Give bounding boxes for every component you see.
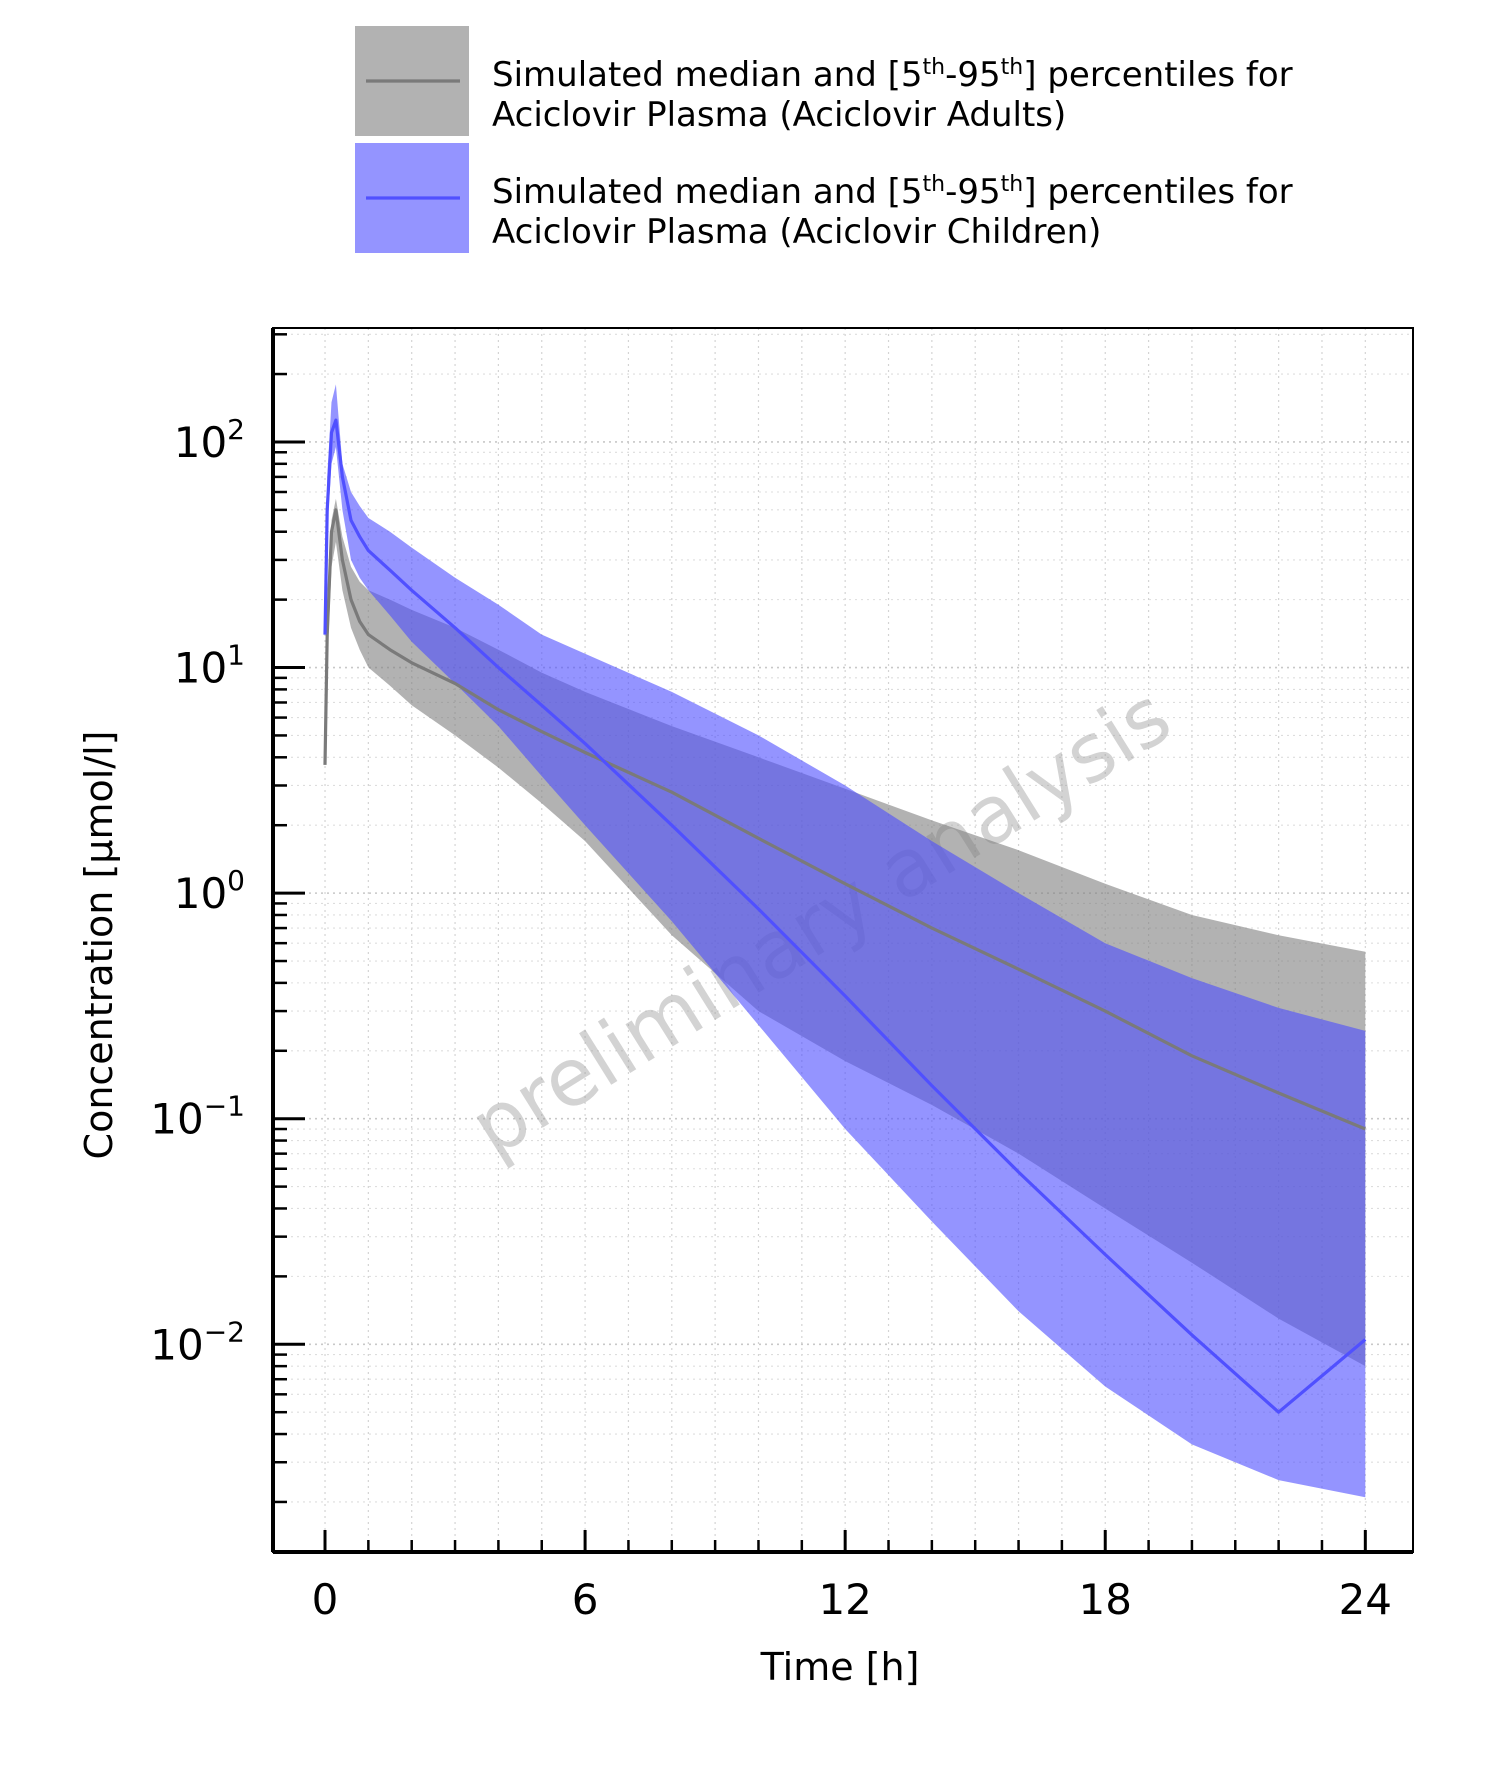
legend-label-children: Simulated median and [5th-95th] percenti… <box>492 172 1293 212</box>
y-tick-exponent: −1 <box>204 1090 245 1123</box>
x-tick-label: 24 <box>1339 1575 1392 1624</box>
legend-text-part: -95 <box>945 172 1001 212</box>
y-tick-label: 101 <box>174 639 245 693</box>
legend-text-part: Simulated median and [5 <box>492 55 923 95</box>
legend-superscript: th <box>923 172 946 197</box>
legend-label-line2-adults: Aciclovir Plasma (Aciclovir Adults) <box>492 95 1066 135</box>
y-tick-exponent: −2 <box>204 1315 245 1348</box>
x-tick-label: 12 <box>818 1575 871 1624</box>
legend-text-part: ] percentiles for <box>1023 172 1292 212</box>
legend: Simulated median and [5th-95th] percenti… <box>355 26 1293 253</box>
x-tick-label: 18 <box>1079 1575 1132 1624</box>
y-tick-exponent: 2 <box>227 413 245 446</box>
legend-text-part: Simulated median and [5 <box>492 172 923 212</box>
legend-superscript: th <box>923 55 946 80</box>
x-tick-label: 0 <box>312 1575 339 1624</box>
y-tick-label: 102 <box>174 413 245 467</box>
y-tick-exponent: 1 <box>227 639 245 672</box>
median-line-children <box>323 418 1367 1414</box>
percentile-band-children <box>325 384 1366 1498</box>
y-tick-exponent: 0 <box>227 864 245 897</box>
legend-text-part: ] percentiles for <box>1023 55 1292 95</box>
y-tick-label: 10−1 <box>150 1090 245 1144</box>
x-axis-label: Time [h] <box>760 1645 920 1689</box>
y-axis-label: Concentration [µmol/l] <box>77 731 121 1160</box>
x-tick-label: 6 <box>572 1575 599 1624</box>
median-line-adults <box>323 508 1366 1131</box>
legend-superscript: th <box>1001 55 1024 80</box>
series-layer <box>323 384 1367 1498</box>
legend-label-line2-children: Aciclovir Plasma (Aciclovir Children) <box>492 212 1101 252</box>
legend-superscript: th <box>1001 172 1024 197</box>
y-tick-label: 10−2 <box>150 1315 245 1369</box>
legend-text-part: -95 <box>945 55 1001 95</box>
legend-label-adults: Simulated median and [5th-95th] percenti… <box>492 55 1293 95</box>
y-tick-label: 100 <box>174 864 245 918</box>
